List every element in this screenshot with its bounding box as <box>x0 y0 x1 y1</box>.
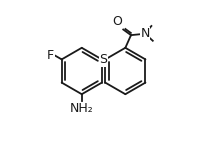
Text: NH₂: NH₂ <box>70 102 94 115</box>
Text: F: F <box>47 49 54 62</box>
Text: S: S <box>99 53 108 66</box>
Text: N: N <box>140 27 150 40</box>
Text: O: O <box>112 15 122 28</box>
